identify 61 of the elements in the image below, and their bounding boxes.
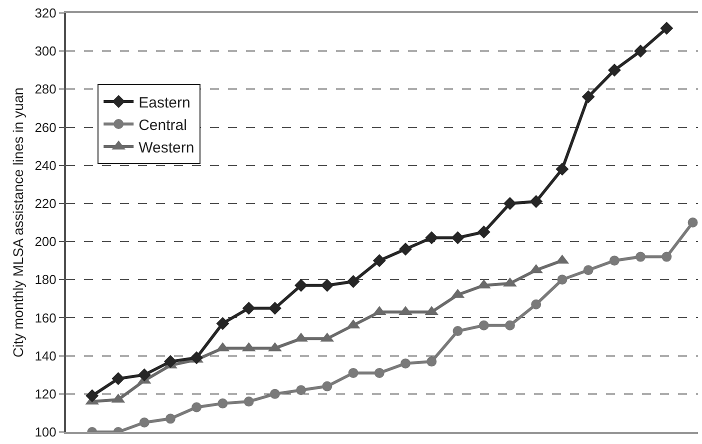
point <box>688 218 698 228</box>
point <box>557 274 568 285</box>
point <box>164 355 177 368</box>
y-tick-label: 160 <box>34 310 56 326</box>
point <box>504 320 515 330</box>
point <box>139 417 150 428</box>
point <box>270 388 280 399</box>
y-tick-label: 240 <box>34 158 56 173</box>
point <box>636 252 646 262</box>
point <box>609 256 620 266</box>
point <box>165 414 176 424</box>
point <box>582 90 595 104</box>
point <box>478 320 489 330</box>
point <box>218 398 228 408</box>
point <box>192 402 202 412</box>
point <box>425 231 438 244</box>
y-tick-label: 200 <box>34 234 56 250</box>
y-tick-label: 140 <box>34 348 56 364</box>
point <box>583 265 594 276</box>
point <box>426 356 437 367</box>
point <box>138 368 151 382</box>
point <box>216 316 230 330</box>
point <box>112 372 125 386</box>
point <box>244 396 254 407</box>
y-tick-label: 300 <box>34 44 56 59</box>
point <box>296 385 306 396</box>
y-tick-label: 280 <box>34 82 56 97</box>
legend-label: Central <box>138 116 187 134</box>
point <box>477 226 490 239</box>
y-tick-label: 100 <box>34 424 56 440</box>
point <box>608 64 621 77</box>
y-axis-title: City monthly MLSA assistance lines in yuan <box>10 87 26 358</box>
point <box>322 381 332 392</box>
point <box>372 254 386 268</box>
y-tick-label: 260 <box>34 120 56 135</box>
point <box>451 231 464 244</box>
point <box>374 368 384 378</box>
point <box>190 351 204 364</box>
y-tick-label: 120 <box>34 386 56 402</box>
point <box>346 275 360 288</box>
point <box>242 302 256 315</box>
y-tick-label: 220 <box>34 196 56 211</box>
point <box>268 302 282 315</box>
point <box>348 368 358 378</box>
point <box>400 358 410 368</box>
point <box>294 278 308 292</box>
point <box>530 195 543 208</box>
point <box>662 252 672 262</box>
point <box>556 162 569 176</box>
y-tick-label: 180 <box>34 272 56 288</box>
point <box>86 389 99 402</box>
legend-label: Western <box>138 139 194 156</box>
point <box>503 196 516 210</box>
y-tick-label: 320 <box>34 6 56 21</box>
point <box>452 326 463 336</box>
point <box>531 299 542 310</box>
point <box>634 44 648 58</box>
point <box>660 22 674 35</box>
legend-label: Eastern <box>138 94 190 112</box>
point <box>320 278 334 292</box>
point <box>399 242 412 256</box>
